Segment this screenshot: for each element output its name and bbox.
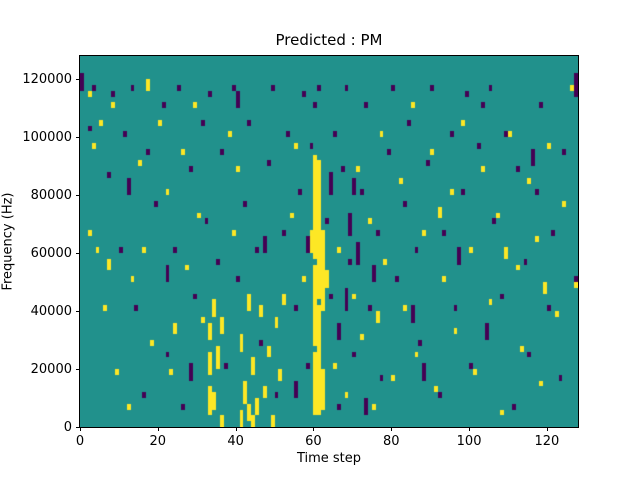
x-tick-mark — [313, 427, 315, 431]
x-tick-label: 120 — [534, 434, 560, 449]
plot-area — [79, 55, 579, 428]
x-tick-label: 40 — [227, 434, 244, 449]
y-tick-mark — [76, 79, 80, 81]
y-tick-mark — [76, 369, 80, 371]
x-tick-label: 20 — [149, 434, 167, 449]
heatmap-canvas — [80, 56, 578, 427]
x-tick-mark — [80, 427, 81, 431]
y-tick-label: 80000 — [30, 188, 72, 204]
y-tick-label: 20000 — [30, 362, 72, 378]
x-tick-label: 80 — [382, 434, 400, 449]
x-tick-mark — [235, 427, 237, 431]
y-tick-label: 100000 — [22, 130, 72, 146]
x-tick-label: 60 — [305, 434, 322, 449]
x-tick-mark — [157, 427, 159, 431]
y-tick-label: 120000 — [22, 72, 72, 88]
x-tick-label: 0 — [75, 434, 85, 449]
y-tick-mark — [76, 311, 80, 313]
y-tick-mark — [76, 137, 80, 139]
y-tick-label: 40000 — [30, 304, 72, 320]
x-tick-mark — [546, 427, 548, 431]
y-tick-mark — [76, 427, 80, 428]
y-tick-mark — [76, 195, 80, 197]
x-tick-label: 100 — [456, 434, 482, 449]
x-tick-mark — [469, 427, 471, 431]
x-tick-mark — [391, 427, 393, 431]
y-tick-label: 0 — [63, 420, 72, 435]
y-tick-label: 60000 — [30, 246, 72, 262]
y-tick-mark — [76, 253, 80, 255]
chart-title: Predicted : PM — [275, 31, 383, 49]
x-axis-label: Time step — [296, 451, 362, 466]
